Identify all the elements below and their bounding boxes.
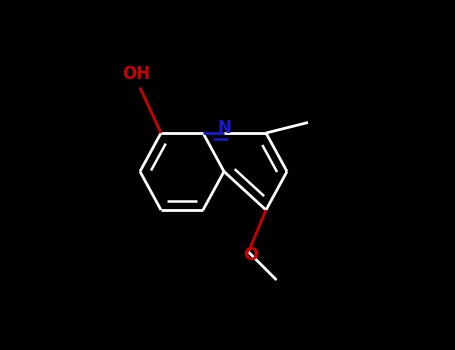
Text: N: N [217,119,231,137]
Text: OH: OH [122,65,151,83]
Text: O: O [243,246,258,265]
